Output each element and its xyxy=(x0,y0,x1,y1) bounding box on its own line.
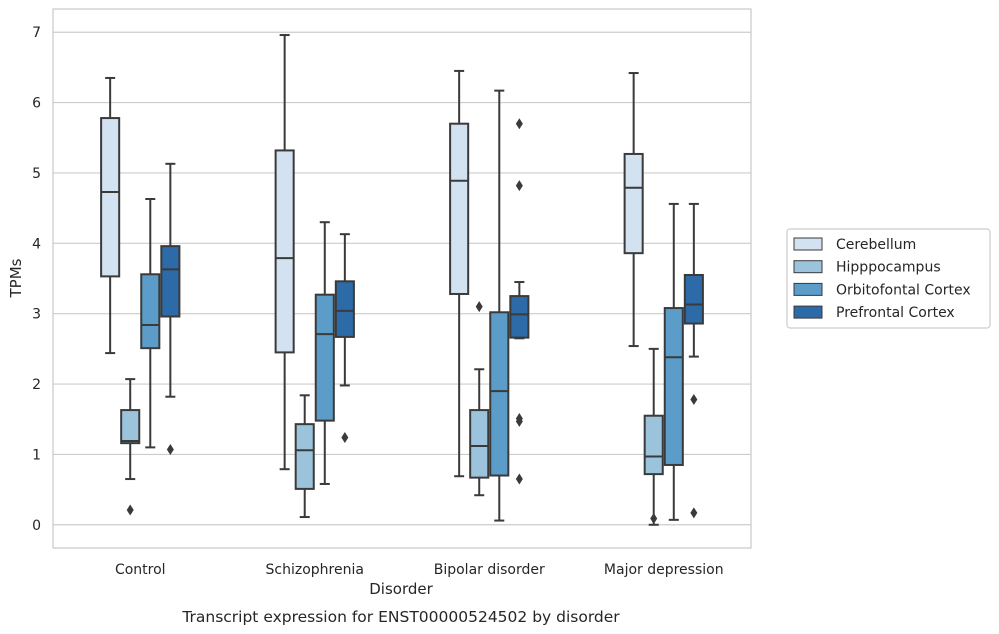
box-iqr xyxy=(314,293,335,422)
outlier-point xyxy=(515,473,523,485)
y-tick-label: 1 xyxy=(32,447,41,463)
box-cerebellum-bipolar-disorder xyxy=(449,69,470,478)
box-hipppocampus-control xyxy=(120,378,141,516)
box-iqr xyxy=(683,273,704,325)
y-tick-labels: 0 1 2 3 4 5 6 7 xyxy=(32,25,41,534)
outlier-point xyxy=(126,504,134,516)
y-tick-label: 3 xyxy=(32,307,41,323)
x-tick-label-major-depression: Major depression xyxy=(604,562,724,578)
outlier-point xyxy=(341,432,349,444)
legend-item-cerebellum: Cerebellum xyxy=(793,237,916,253)
outlier-point xyxy=(166,443,174,455)
box-prefrontal-cortex-major-depression xyxy=(683,202,704,519)
box-hipppocampus-schizophrenia xyxy=(294,394,315,519)
y-tick-label: 2 xyxy=(32,377,41,393)
box-orbitofontal-cortex-schizophrenia xyxy=(314,221,335,485)
x-tick-labels: Control Schizophrenia Bipolar disorder Majo… xyxy=(115,562,724,578)
box-iqr xyxy=(120,409,141,445)
box-cerebellum-major-depression xyxy=(623,72,644,348)
x-tick-label-control: Control xyxy=(115,562,166,578)
box-iqr xyxy=(100,117,121,278)
box-iqr xyxy=(643,414,664,476)
outlier-point xyxy=(690,507,698,519)
x-axis-label: Disorder xyxy=(369,580,433,598)
box-orbitofontal-cortex-major-depression xyxy=(663,202,684,521)
outlier-point xyxy=(475,301,483,313)
legend-swatch xyxy=(793,305,823,319)
legend-label: Prefrontal Cortex xyxy=(836,305,955,321)
outlier-point xyxy=(515,413,523,425)
box-prefrontal-cortex-bipolar-disorder xyxy=(509,118,530,485)
box-orbitofontal-cortex-bipolar-disorder xyxy=(489,89,510,522)
box-iqr xyxy=(449,122,470,295)
box-iqr xyxy=(334,280,355,338)
legend-item-hipppocampus: Hipppocampus xyxy=(793,260,941,276)
box-iqr xyxy=(469,409,490,479)
box-iqr xyxy=(509,295,530,339)
box-iqr xyxy=(294,423,315,490)
box-iqr xyxy=(160,245,181,318)
y-axis-label: TPMs xyxy=(7,258,25,298)
box-prefrontal-cortex-control xyxy=(160,162,181,455)
box-hipppocampus-major-depression xyxy=(643,347,664,526)
y-tick-label: 4 xyxy=(32,236,41,252)
legend-label: Hipppocampus xyxy=(836,260,941,276)
box-cerebellum-schizophrenia xyxy=(274,34,295,471)
x-tick-label-schizophrenia: Schizophrenia xyxy=(266,562,364,578)
box-iqr xyxy=(489,311,510,477)
legend-swatch xyxy=(793,237,823,251)
plot-area-frame xyxy=(52,8,752,549)
box-iqr xyxy=(140,273,161,350)
box-iqr xyxy=(274,149,295,354)
box-hipppocampus-bipolar-disorder xyxy=(469,301,490,497)
outlier-point xyxy=(650,512,658,524)
x-tick-label-bipolar-disorder: Bipolar disorder xyxy=(434,562,545,578)
legend-item-prefrontal-cortex: Prefrontal Cortex xyxy=(793,305,955,321)
legend-label: Orbitofontal Cortex xyxy=(836,282,971,298)
y-tick-label: 0 xyxy=(32,518,41,534)
box-iqr xyxy=(623,152,644,255)
legend-label: Cerebellum xyxy=(836,237,916,253)
y-tick-label: 6 xyxy=(32,96,41,112)
boxes xyxy=(100,34,704,526)
box-prefrontal-cortex-schizophrenia xyxy=(334,233,355,444)
legend: Cerebellum Hipppocampus Orbitofontal Corte… xyxy=(786,228,991,329)
box-orbitofontal-cortex-control xyxy=(140,197,161,449)
legend-swatch xyxy=(793,260,823,274)
box-cerebellum-control xyxy=(100,76,121,355)
legend-frame xyxy=(786,228,991,329)
outlier-point xyxy=(515,118,523,130)
outlier-point xyxy=(515,180,523,192)
legend-swatch xyxy=(793,282,823,296)
y-tick-label: 5 xyxy=(32,166,41,182)
outlier-point xyxy=(690,394,698,406)
legend-item-orbitofontal-cortex: Orbitofontal Cortex xyxy=(793,282,971,298)
figure-caption: Transcript expression for ENST0000052450… xyxy=(181,608,620,626)
y-tick-label: 7 xyxy=(32,25,41,41)
box-iqr xyxy=(663,307,684,466)
